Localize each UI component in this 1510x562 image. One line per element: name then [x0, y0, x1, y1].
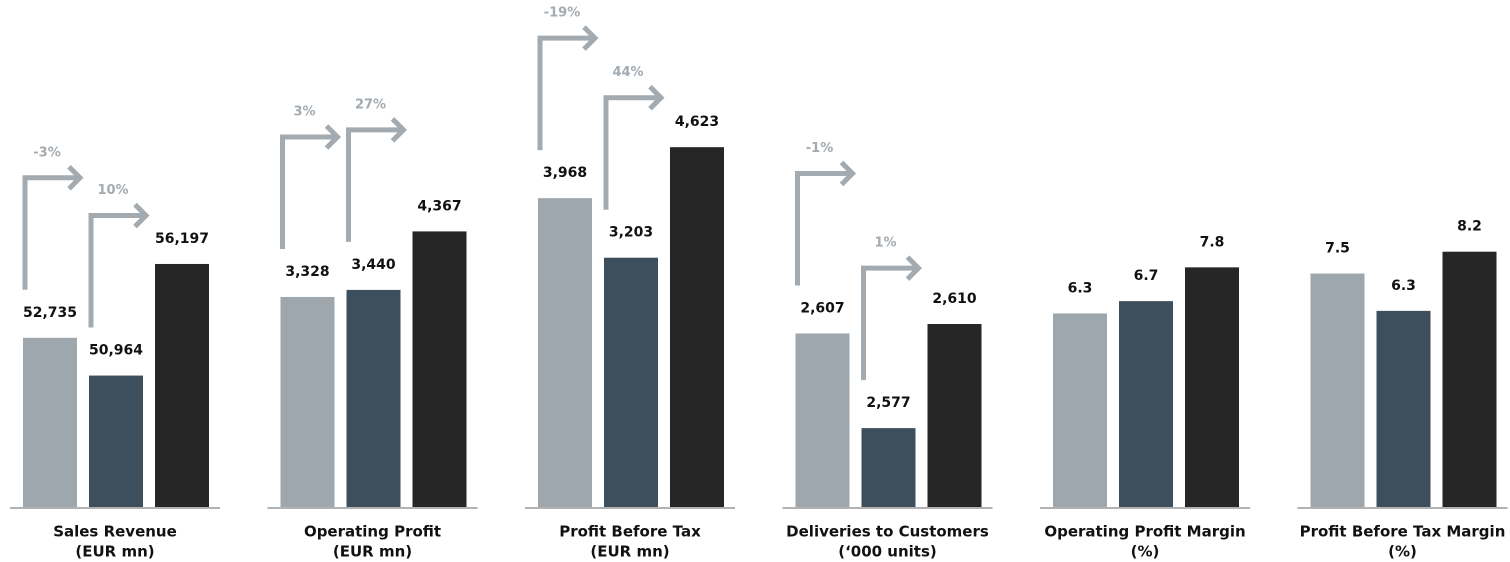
value-label: 2,610	[932, 291, 977, 307]
value-label: 4,367	[417, 198, 461, 214]
value-label: 3,968	[543, 165, 587, 181]
value-label: 50,964	[89, 343, 143, 359]
x-label: (EUR mn)	[75, 543, 154, 561]
change-label: 1%	[874, 236, 896, 251]
bar	[89, 375, 143, 507]
bar	[795, 333, 850, 507]
change-label: 3%	[293, 104, 315, 119]
change-arrow	[88, 213, 143, 328]
x-label: (EUR mn)	[333, 543, 412, 561]
x-label: (‘000 units)	[838, 543, 937, 561]
change-label: -1%	[806, 141, 833, 156]
bar	[155, 263, 209, 507]
arrow-head	[648, 84, 665, 111]
value-label: 2,607	[800, 300, 844, 316]
x-label: Sales Revenue	[53, 523, 177, 541]
value-label: 3,203	[609, 225, 653, 241]
bar	[604, 257, 658, 507]
arrow-head	[905, 255, 923, 281]
x-label: Deliveries to Customers	[786, 523, 989, 541]
bar	[346, 289, 401, 507]
bar	[1053, 313, 1107, 507]
x-label: Profit Before Tax	[559, 523, 701, 541]
bar	[1442, 251, 1497, 507]
arrow-head	[67, 165, 84, 191]
bar	[1119, 301, 1173, 507]
bar	[23, 337, 77, 507]
value-label: 2,577	[866, 395, 910, 411]
value-label: 6.7	[1134, 268, 1159, 284]
change-label: 27%	[355, 97, 386, 112]
x-label: Profit Before Tax Margin	[1300, 523, 1506, 541]
arrow-head	[839, 160, 857, 187]
bar	[1310, 273, 1365, 507]
change-arrow	[537, 35, 592, 151]
change-arrow	[795, 170, 850, 286]
value-label: 6.3	[1391, 278, 1416, 294]
value-label: 3,328	[285, 264, 329, 280]
value-label: 7.5	[1325, 241, 1350, 257]
change-arrow	[603, 95, 658, 210]
arrow-head	[133, 202, 150, 229]
change-label: 44%	[612, 65, 643, 80]
change-label: -3%	[33, 145, 60, 160]
change-arrow	[280, 134, 335, 249]
x-label: (EUR mn)	[590, 543, 669, 561]
bar	[1376, 310, 1431, 507]
value-label: 4,623	[675, 114, 719, 130]
value-label: 8.2	[1457, 219, 1482, 235]
bar	[538, 198, 592, 507]
value-label: 3,440	[351, 257, 396, 273]
bar	[670, 147, 724, 507]
arrow-head	[582, 25, 599, 51]
arrow-head	[324, 124, 342, 150]
change-label: -19%	[544, 6, 581, 21]
bar	[280, 296, 335, 507]
x-label: (%)	[1388, 543, 1417, 561]
change-arrow	[22, 175, 77, 290]
value-label: 7.8	[1200, 234, 1225, 250]
change-arrow	[346, 127, 401, 242]
x-label: (%)	[1131, 543, 1160, 561]
x-label: Operating Profit Margin	[1044, 523, 1245, 541]
value-label: 56,197	[155, 231, 209, 247]
bar	[861, 428, 916, 507]
change-arrow	[861, 265, 916, 381]
arrow-head	[390, 117, 408, 143]
bar	[1185, 267, 1239, 507]
bar	[927, 323, 982, 507]
bar	[412, 231, 467, 507]
value-label: 6.3	[1068, 280, 1093, 296]
change-label: 10%	[97, 183, 128, 198]
value-label: 52,735	[23, 305, 77, 321]
x-label: Operating Profit	[304, 523, 441, 541]
